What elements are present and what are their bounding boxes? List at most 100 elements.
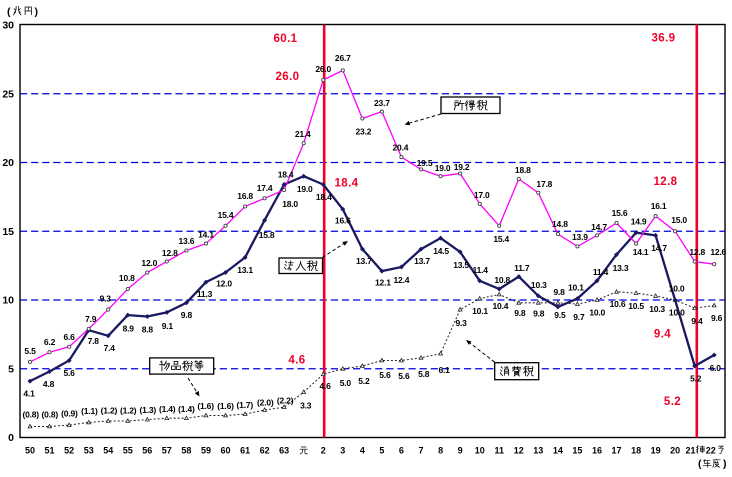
svg-text:9.5: 9.5 <box>554 310 566 320</box>
svg-text:12.6: 12.6 <box>710 247 726 257</box>
svg-text:9.4: 9.4 <box>691 316 703 326</box>
svg-text:58: 58 <box>181 446 191 456</box>
svg-text:10.0: 10.0 <box>589 308 605 318</box>
svg-text:51: 51 <box>44 446 54 456</box>
svg-text:6: 6 <box>399 446 404 456</box>
svg-text:5.5: 5.5 <box>24 346 36 356</box>
svg-text:5.8: 5.8 <box>418 369 430 379</box>
svg-text:8.8: 8.8 <box>142 325 154 335</box>
svg-text:4.6: 4.6 <box>319 381 331 391</box>
svg-text:5: 5 <box>8 363 14 375</box>
svg-text:26.7: 26.7 <box>335 53 351 63</box>
svg-text:(1.1): (1.1) <box>81 406 98 416</box>
svg-text:15.4: 15.4 <box>493 234 509 244</box>
svg-text:16.8: 16.8 <box>237 191 253 201</box>
svg-text:(: ( <box>698 458 702 470</box>
svg-text:(1.2): (1.2) <box>120 406 137 416</box>
svg-text:14.1: 14.1 <box>633 247 649 257</box>
svg-text:30: 30 <box>2 20 14 32</box>
svg-text:22: 22 <box>706 446 716 456</box>
svg-text:(1.6): (1.6) <box>217 401 234 411</box>
svg-text:5.2: 5.2 <box>664 396 681 408</box>
svg-text:17: 17 <box>611 446 621 456</box>
svg-text:19: 19 <box>651 446 661 456</box>
svg-text:13.7: 13.7 <box>414 256 430 266</box>
svg-text:19.2: 19.2 <box>454 162 470 172</box>
svg-text:14.5: 14.5 <box>433 246 449 256</box>
svg-text:10: 10 <box>2 295 14 307</box>
svg-text:(: ( <box>7 6 11 18</box>
svg-text:56: 56 <box>142 446 152 456</box>
svg-text:14.1: 14.1 <box>198 230 214 240</box>
svg-text:13.3: 13.3 <box>613 263 629 273</box>
svg-text:55: 55 <box>123 446 133 456</box>
svg-text:60: 60 <box>220 446 230 456</box>
svg-text:7.4: 7.4 <box>104 343 116 353</box>
svg-text:17.4: 17.4 <box>257 183 273 193</box>
svg-text:26.0: 26.0 <box>315 64 331 74</box>
svg-text:(1.7): (1.7) <box>237 400 254 410</box>
svg-text:6.0: 6.0 <box>710 363 722 373</box>
svg-text:19.5: 19.5 <box>417 158 433 168</box>
svg-text:5.0: 5.0 <box>340 378 352 388</box>
svg-text:5.2: 5.2 <box>690 374 702 384</box>
svg-text:3.3: 3.3 <box>300 401 312 411</box>
svg-text:50: 50 <box>25 446 35 456</box>
svg-text:(1.4): (1.4) <box>159 404 176 414</box>
svg-text:54: 54 <box>103 446 113 456</box>
svg-text:59: 59 <box>201 446 211 456</box>
svg-text:9.4: 9.4 <box>654 329 671 341</box>
svg-text:9.8: 9.8 <box>533 308 545 318</box>
svg-text:9.6: 9.6 <box>711 313 723 323</box>
svg-text:9.1: 9.1 <box>162 321 174 331</box>
svg-text:15.0: 15.0 <box>671 215 687 225</box>
svg-text:5.6: 5.6 <box>63 368 75 378</box>
svg-text:): ) <box>723 458 727 470</box>
svg-text:10.8: 10.8 <box>494 275 510 285</box>
svg-text:63: 63 <box>279 446 289 456</box>
svg-text:): ) <box>35 6 39 18</box>
svg-text:13.1: 13.1 <box>237 265 253 275</box>
svg-text:20: 20 <box>2 157 14 169</box>
svg-text:21: 21 <box>685 446 695 456</box>
svg-text:(0.8): (0.8) <box>22 410 39 420</box>
svg-text:18: 18 <box>631 446 641 456</box>
svg-text:11.4: 11.4 <box>473 265 489 275</box>
svg-text:14.9: 14.9 <box>631 217 647 227</box>
svg-text:18.4: 18.4 <box>278 170 294 180</box>
svg-text:15: 15 <box>2 226 14 238</box>
svg-text:14.8: 14.8 <box>552 219 568 229</box>
svg-text:18.4: 18.4 <box>335 178 359 190</box>
svg-text:12.8: 12.8 <box>162 248 178 258</box>
svg-text:26.0: 26.0 <box>276 71 300 83</box>
svg-text:12: 12 <box>514 446 524 456</box>
svg-text:11: 11 <box>494 446 504 456</box>
svg-text:19.0: 19.0 <box>435 163 451 173</box>
svg-text:9.8: 9.8 <box>181 310 193 320</box>
svg-text:61: 61 <box>240 446 250 456</box>
svg-text:(1.4): (1.4) <box>178 404 195 414</box>
svg-text:8.9: 8.9 <box>123 324 135 334</box>
svg-text:14.7: 14.7 <box>591 222 607 232</box>
svg-text:4.6: 4.6 <box>288 355 305 367</box>
svg-text:15.4: 15.4 <box>218 210 234 220</box>
svg-text:4.1: 4.1 <box>23 389 35 399</box>
svg-text:3: 3 <box>340 446 345 456</box>
svg-text:15: 15 <box>572 446 582 456</box>
svg-text:2: 2 <box>321 446 326 456</box>
svg-text:14.7: 14.7 <box>651 243 667 253</box>
svg-text:23.7: 23.7 <box>374 98 390 108</box>
svg-text:13.6: 13.6 <box>179 236 195 246</box>
svg-text:23.2: 23.2 <box>356 127 372 137</box>
svg-text:6.2: 6.2 <box>44 337 56 347</box>
svg-text:13.5: 13.5 <box>453 260 469 270</box>
svg-text:12.0: 12.0 <box>141 258 157 268</box>
svg-text:36.9: 36.9 <box>652 33 676 45</box>
svg-text:10: 10 <box>475 446 485 456</box>
svg-text:60.1: 60.1 <box>274 33 298 45</box>
svg-text:6.1: 6.1 <box>438 365 450 375</box>
svg-text:16: 16 <box>592 446 602 456</box>
svg-text:7: 7 <box>418 446 423 456</box>
svg-text:15.8: 15.8 <box>259 230 275 240</box>
svg-text:9.3: 9.3 <box>100 294 112 304</box>
